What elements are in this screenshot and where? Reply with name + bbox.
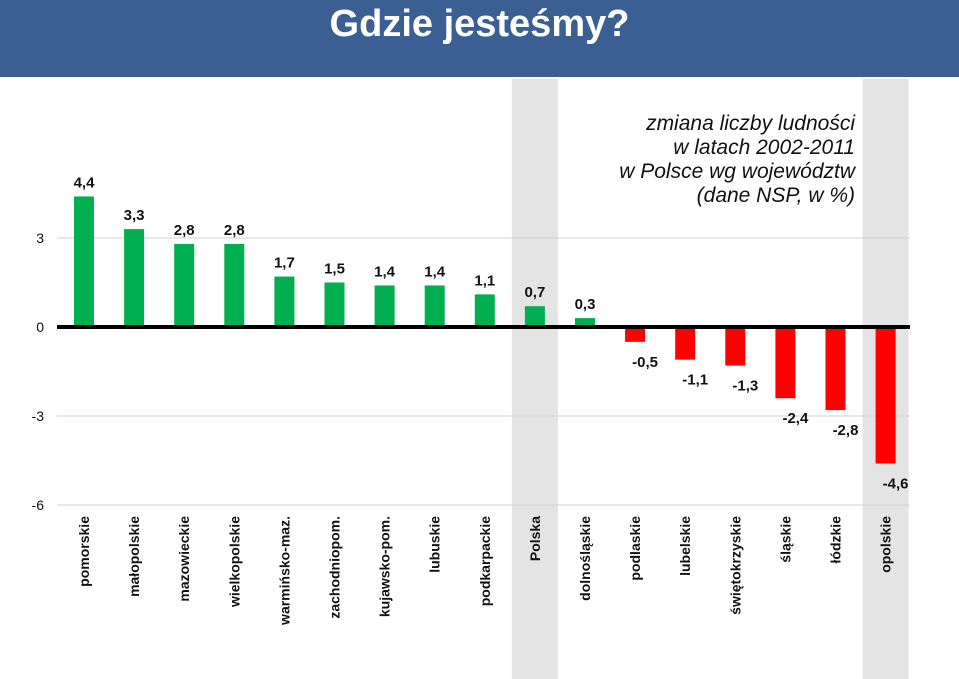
category-label: pomorskie <box>76 516 92 587</box>
chart-title-line: zmiana liczby ludności <box>646 112 855 135</box>
bar <box>174 243 195 327</box>
category-label: świętokrzyskie <box>727 516 743 615</box>
bar <box>274 276 295 327</box>
bar <box>625 327 646 342</box>
chart-title-line: (dane NSP, w %) <box>696 184 855 207</box>
data-label: -2,4 <box>782 410 809 427</box>
category-label: małopolskie <box>126 516 142 597</box>
y-tick-label: -6 <box>32 497 45 513</box>
chart-title-line: w Polsce wg województw <box>619 160 855 183</box>
data-label: 0,3 <box>575 296 596 313</box>
category-label: śląskie <box>777 516 793 563</box>
category-label: lubelskie <box>677 516 693 576</box>
bar <box>575 318 595 327</box>
category-label: podlaskie <box>627 516 643 581</box>
y-tick-label: 0 <box>36 319 44 335</box>
data-label: -1,3 <box>732 378 758 395</box>
category-label: mazowieckie <box>176 516 192 602</box>
category-label: zachodniopom. <box>327 516 343 619</box>
data-label: -0,5 <box>632 354 658 371</box>
bar <box>124 229 145 327</box>
data-label: 1,4 <box>374 263 396 280</box>
data-label: -2,8 <box>833 422 859 439</box>
category-label: warmińsko-maz. <box>276 516 292 626</box>
data-label: 3,3 <box>124 207 145 224</box>
data-label: 0,7 <box>524 284 545 301</box>
data-label: 1,5 <box>324 260 345 277</box>
data-label: 4,4 <box>74 174 96 191</box>
chart-title: zmiana liczby ludności w latach 2002-201… <box>619 112 855 208</box>
bar <box>775 327 796 399</box>
bar <box>725 327 746 366</box>
bar <box>825 327 846 411</box>
data-label: -4,6 <box>883 475 909 492</box>
y-tick-label: 3 <box>36 230 44 246</box>
bar <box>474 294 495 327</box>
bar <box>524 306 545 327</box>
category-label: lubuskie <box>427 516 443 573</box>
category-label: wielkopolskie <box>226 516 242 608</box>
data-label: 2,8 <box>224 222 245 239</box>
data-label: 1,1 <box>474 272 495 289</box>
y-tick-label: -3 <box>32 408 45 424</box>
chart-title-line: w latach 2002-2011 <box>673 136 855 159</box>
bar <box>74 196 94 327</box>
category-label: podkarpackie <box>477 516 493 606</box>
highlight-band <box>511 79 558 679</box>
category-label: Polska <box>527 516 543 561</box>
category-label: kujawsko-pom. <box>377 516 393 617</box>
data-label: -1,1 <box>682 372 708 389</box>
category-label: opolskie <box>878 516 894 573</box>
category-label: łódzkie <box>828 516 844 564</box>
bar <box>675 327 696 360</box>
bar <box>424 285 445 327</box>
bar <box>374 285 395 327</box>
data-label: 1,4 <box>424 263 446 280</box>
bar <box>875 327 896 464</box>
data-label: 2,8 <box>174 222 195 239</box>
title-bar: Gdzie jesteśmy? <box>0 0 959 77</box>
bar <box>324 282 345 327</box>
page-title: Gdzie jesteśmy? <box>329 3 630 45</box>
bar <box>224 243 245 327</box>
data-label: 1,7 <box>274 255 295 272</box>
category-label: dolnośląskie <box>577 516 593 601</box>
